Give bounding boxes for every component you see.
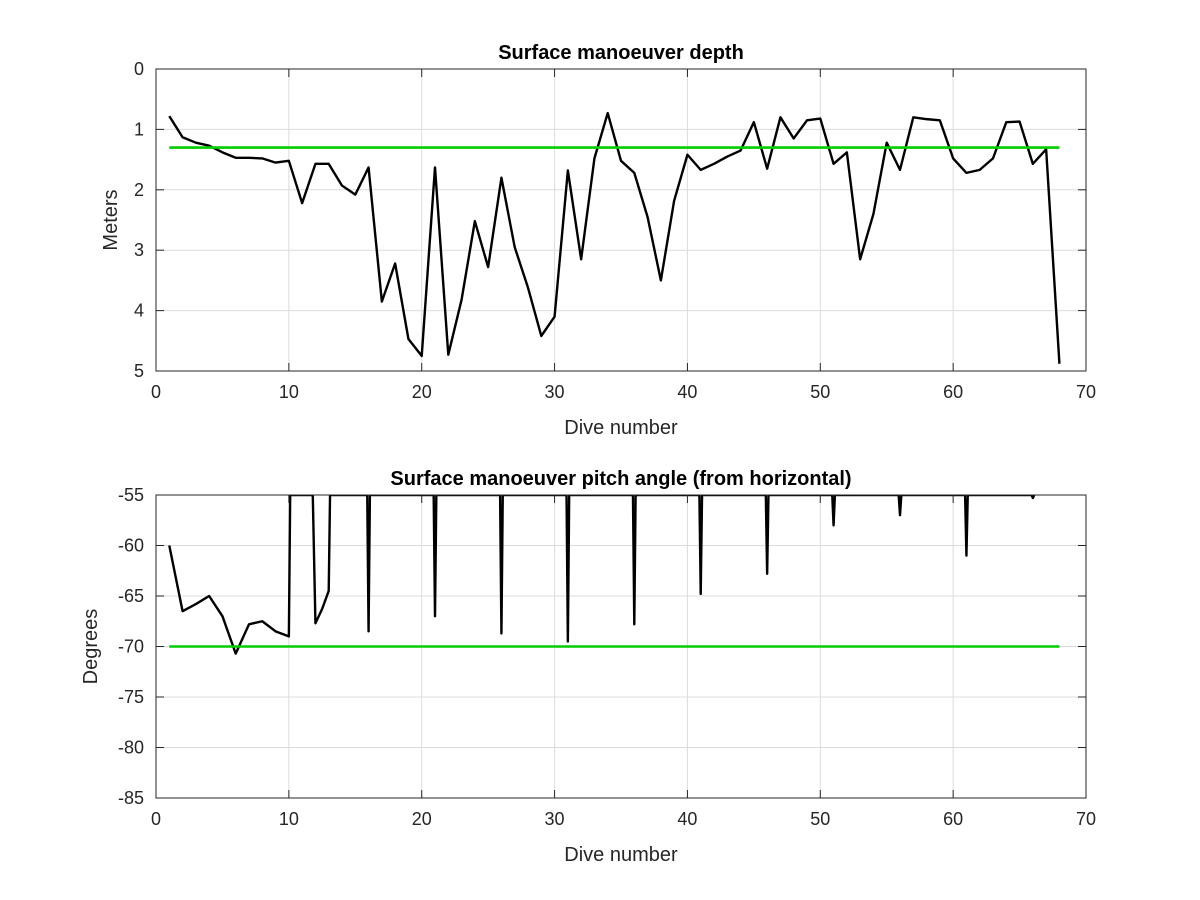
data-series-line (168, 495, 1036, 655)
y-tick-label: -60 (118, 536, 144, 556)
chart-title: Surface manoeuver depth (498, 42, 744, 64)
y-tick-label: -65 (118, 586, 144, 606)
y-axis-label: Meters (100, 189, 122, 250)
x-axis-label: Dive number (564, 417, 678, 439)
y-tick-label: -70 (118, 637, 144, 657)
x-tick-label: 40 (677, 382, 697, 402)
depth-plot: 0 10 20 30 40 50 60 70 0 1 2 3 4 5 Surface manoeuver d… (100, 42, 1096, 439)
x-tick-label: 0 (151, 809, 161, 829)
y-tick-label: 0 (134, 59, 144, 79)
x-tick-label: 50 (810, 382, 830, 402)
y-tick-label: -75 (118, 687, 144, 707)
x-tick-label: 20 (412, 809, 432, 829)
x-tick-label: 60 (943, 382, 963, 402)
x-tick-label: 20 (412, 382, 432, 402)
y-tick-label: 2 (134, 180, 144, 200)
x-axis-label: Dive number (564, 844, 678, 866)
chart-title: Surface manoeuver pitch angle (from hori… (390, 468, 851, 490)
axes-frame (155, 68, 1087, 372)
x-tick-label: 70 (1076, 809, 1096, 829)
x-tick-label: 70 (1076, 382, 1096, 402)
y-axis-label: Degrees (80, 609, 102, 685)
y-tick-label: 4 (134, 301, 144, 321)
y-tick-label: -55 (118, 485, 144, 505)
x-tick-label: 10 (279, 382, 299, 402)
x-tick-label: 0 (151, 382, 161, 402)
x-tick-label: 50 (810, 809, 830, 829)
x-tick-label: 30 (545, 809, 565, 829)
x-tick-label: 10 (279, 809, 299, 829)
x-tick-label: 30 (545, 382, 565, 402)
y-tick-label: 3 (134, 240, 144, 260)
y-tick-label: 1 (134, 119, 144, 139)
pitch-plot: 0 10 20 30 40 50 60 70 -55 -60 -65 -70 -75 -80 -85 Surf… (80, 468, 1096, 866)
x-tick-label: 60 (943, 809, 963, 829)
data-series-line (168, 111, 1061, 364)
y-tick-label: -85 (118, 788, 144, 808)
y-tick-label: -80 (118, 738, 144, 758)
y-tick-label: 5 (134, 361, 144, 381)
x-tick-label: 40 (677, 809, 697, 829)
